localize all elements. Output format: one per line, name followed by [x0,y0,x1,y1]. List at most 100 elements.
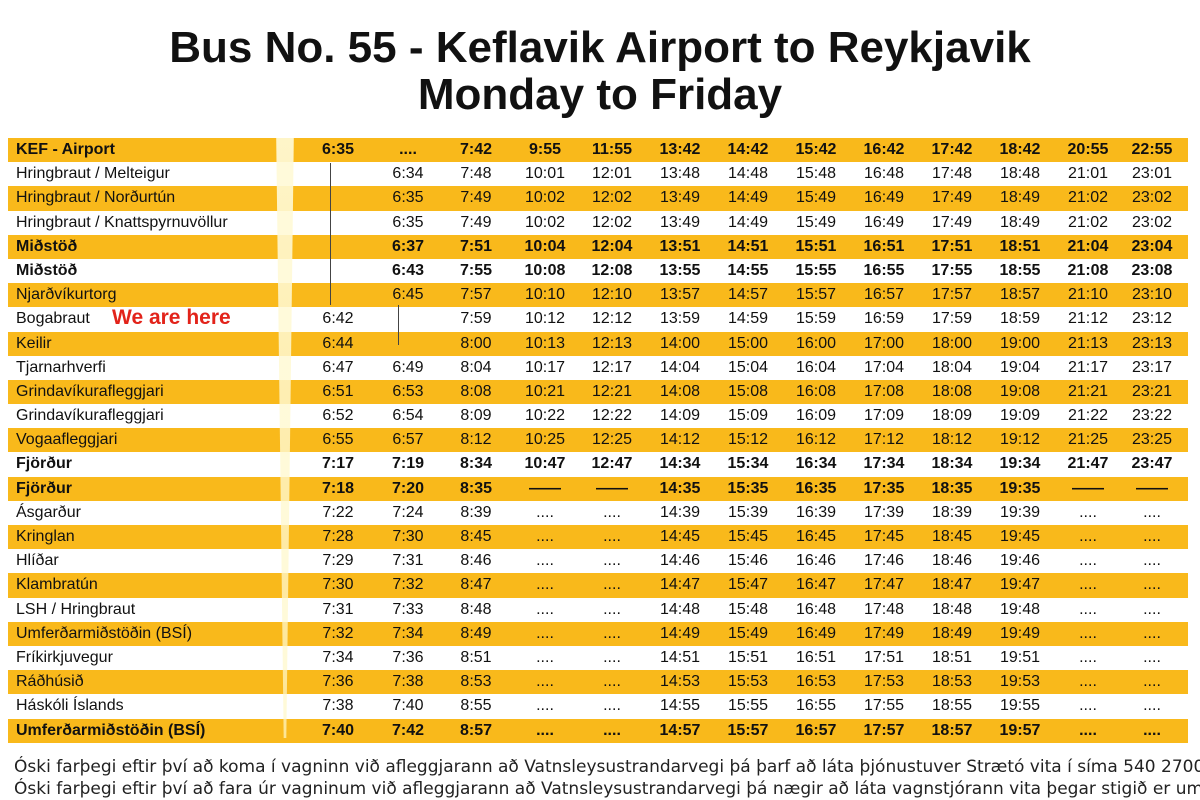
departure-time: 19:47 [999,576,1041,594]
departure-time: 23:17 [1131,358,1173,376]
departure-time: 16:53 [795,673,837,691]
stop-name: Hringbraut / Knattspyrnuvöllur [16,213,228,231]
departure-time: 16:12 [795,431,837,449]
departure-time: 17:12 [863,431,905,449]
departure-time: 8:34 [459,455,493,473]
departure-time: 15:55 [795,261,837,279]
departure-time: 7:32 [392,576,424,594]
departure-time: 15:42 [795,141,837,158]
departure-time: 21:02 [1067,213,1109,231]
departure-time: 15:51 [795,237,837,255]
departure-time: 8:47 [460,576,492,594]
departure-time: 7:29 [322,552,354,570]
departure-time: .... [603,624,621,642]
departure-time: 18:48 [931,600,973,618]
departure-time: 8:35 [459,479,493,497]
departure-time: 13:49 [659,213,701,231]
departure-time: .... [536,503,554,521]
stop-name: Hringbraut / Melteigur [16,165,170,183]
departure-time: 14:34 [659,455,701,473]
stop-name: Hlíðar [16,552,59,570]
table-row: Fríkirkjuvegur 7:34 7:36 8:51........ 14:51 1… [8,646,1188,670]
departure-time: 19:34 [999,455,1041,473]
departure-time: 6:54 [392,407,424,425]
departure-time: 16:49 [795,624,837,642]
departure-time: 18:49 [931,624,973,642]
departure-time: 10:25 [524,431,566,449]
table-row: Umferðarmiðstöðin (BSÍ) 7:32 7:34 8:49.....… [8,621,1188,646]
departure-time: 23:22 [1131,407,1173,425]
departure-time: 10:21 [524,382,566,400]
departure-time: .... [1143,576,1161,594]
departure-time: 7:42 [391,721,425,739]
departure-time: 6:42 [322,310,354,328]
departure-time: 12:13 [591,334,633,352]
departure-time: .... [1079,552,1097,570]
departure-time: 19:35 [999,479,1041,497]
stop-name: Fríkirkjuvegur [16,648,113,666]
departure-time: 7:31 [392,552,424,570]
departure-time: 18:49 [999,189,1041,207]
table-row: Hringbraut / Norðurtún 6:35 7:49 10:02 12:02… [8,186,1188,211]
departure-time: 14:57 [727,286,769,304]
departure-time: 14:12 [659,431,701,449]
stop-name: Ráðhúsið [16,673,84,691]
departure-time: 21:10 [1067,286,1109,304]
departure-time: 18:55 [999,261,1041,279]
departure-time: .... [1143,503,1161,521]
departure-time: 17:00 [863,334,905,352]
departure-time: 17:55 [863,697,905,715]
departure-time: 19:51 [999,648,1041,666]
departure-time: 18:57 [931,721,973,739]
departure-time: 15:59 [795,310,837,328]
departure-time: 15:08 [727,382,769,400]
departure-time: 19:45 [999,528,1041,545]
departure-time: 18:48 [999,165,1041,183]
stop-name: Bogabraut [16,310,90,328]
departure-time: 23:02 [1131,213,1173,231]
departure-time: 12:02 [591,189,633,207]
departure-time: 17:48 [931,165,973,183]
departure-time: 12:04 [591,237,633,255]
departure-time: 17:47 [863,576,905,594]
departure-time: 17:51 [863,648,905,666]
departure-time: 16:04 [795,358,837,376]
departure-time: 18:51 [999,237,1041,255]
table-row: Fjörður 7:17 7:19 8:34 10:47 12:47 14:34 15:34 1… [8,452,1188,476]
departure-time: .... [603,721,621,739]
departure-time: 6:47 [322,358,354,376]
departure-time: .... [603,600,621,618]
departure-time: 18:49 [999,213,1041,231]
table-row: Fjörður 7:18 7:20 8:35 —— —— 14:35 15:35 16:35 17… [8,476,1188,501]
departure-time: 13:49 [659,189,701,207]
departure-time: 18:42 [999,141,1041,158]
departure-time: 6:49 [392,358,424,376]
departure-time: 17:48 [863,600,905,618]
departure-time: 15:48 [727,600,769,618]
departure-time: 23:12 [1131,310,1173,328]
departure-time: 15:57 [795,286,837,304]
departure-time: 21:12 [1067,310,1109,328]
departure-time: 19:00 [999,334,1041,352]
departure-time: 8:09 [460,407,492,425]
departure-time: 7:36 [392,648,424,666]
departure-time: 10:47 [524,455,566,473]
departure-time: 14:45 [659,528,701,545]
table-row: Klambratún 7:30 7:32 8:47........ 14:47 15:47… [8,573,1188,598]
departure-time: .... [603,648,621,666]
departure-time: 12:02 [591,213,633,231]
departure-time: .... [1079,576,1097,594]
departure-time: 14:39 [659,503,701,521]
departure-time: 10:10 [524,286,566,304]
departure-time: 14:04 [659,358,701,376]
stop-name: Miðstöð [16,261,78,279]
departure-time: 12:25 [591,431,633,449]
departure-time: 14:35 [659,479,701,497]
departure-time: 17:57 [863,721,905,739]
departure-time: .... [1143,648,1161,666]
departure-time: 12:17 [591,358,633,376]
departure-time: 16:09 [795,407,837,425]
departure-time: 6:35 [392,213,424,231]
departure-time: 18:34 [931,455,973,473]
departure-time: 15:57 [727,721,769,739]
